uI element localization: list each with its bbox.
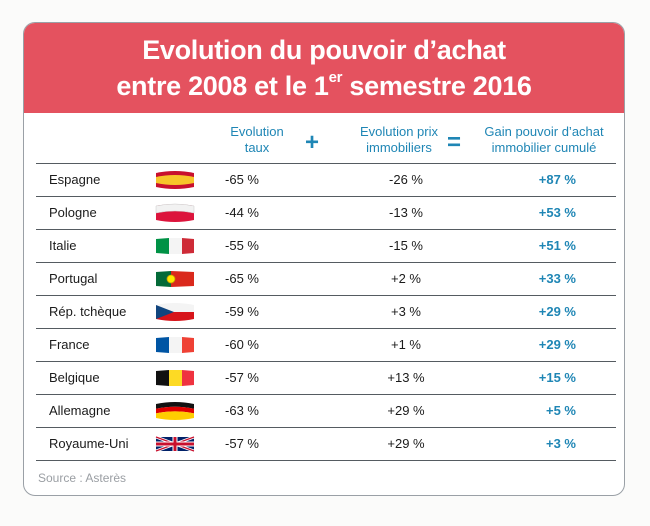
table-row: Belgique -57 % +13 % +15 % xyxy=(36,362,616,395)
country-label: Espagne xyxy=(49,172,101,187)
evolution-taux-value: -65 % xyxy=(225,271,259,286)
table-row: Rép. tchèque -59 % +3 % +29 % xyxy=(36,296,616,329)
country-label: France xyxy=(49,337,90,352)
country-label: Belgique xyxy=(49,370,100,385)
gain-value: +51 % xyxy=(538,238,576,253)
evolution-taux-value: -60 % xyxy=(225,337,259,352)
table-row: Italie -55 % -15 % +51 % xyxy=(36,230,616,263)
evolution-prix-value: -13 % xyxy=(389,205,423,220)
evolution-prix-value: +29 % xyxy=(387,436,425,451)
country-label: Rép. tchèque xyxy=(49,304,127,319)
table-row: Portugal -65 % +2 % +33 % xyxy=(36,263,616,296)
gain-value: +29 % xyxy=(538,337,576,352)
evolution-taux-value: -63 % xyxy=(225,403,259,418)
country-label: Royaume-Uni xyxy=(49,436,129,451)
table-row: Pologne -44 % -13 % +53 % xyxy=(36,197,616,230)
france-flag-icon xyxy=(154,335,196,355)
evolution-prix-value: +29 % xyxy=(387,403,425,418)
evolution-taux-value: -57 % xyxy=(225,370,259,385)
evolution-prix-value: -26 % xyxy=(389,172,423,187)
title-line-2: entre 2008 et le 1er semestre 2016 xyxy=(116,69,532,101)
table-row: Espagne -65 % -26 % +87 % xyxy=(36,163,616,197)
header-evolution-prix: Evolution prix immobiliers xyxy=(359,124,439,155)
poland-flag-icon xyxy=(154,203,196,223)
country-label: Italie xyxy=(49,238,77,253)
evolution-prix-value: +3 % xyxy=(391,304,421,319)
evolution-taux-value: -65 % xyxy=(225,172,259,187)
evolution-taux-value: -44 % xyxy=(225,205,259,220)
title-banner: Evolution du pouvoir d’achat entre 2008 … xyxy=(24,23,624,113)
uk-flag-icon xyxy=(154,434,196,454)
gain-value: +33 % xyxy=(538,271,576,286)
evolution-taux-value: -59 % xyxy=(225,304,259,319)
equals-operator: = xyxy=(447,129,462,156)
gain-value: +15 % xyxy=(538,370,576,385)
header-evolution-taux: Evolution taux xyxy=(230,124,284,155)
table-row: Royaume-Uni -57 % +29 % +3 % xyxy=(36,428,616,461)
spain-flag-icon xyxy=(154,170,196,190)
table-card: Evolution du pouvoir d’achat entre 2008 … xyxy=(23,22,625,496)
evolution-taux-value: -55 % xyxy=(225,238,259,253)
data-table: Espagne -65 % -26 % +87 % Pologne -44 % … xyxy=(36,163,616,461)
header-gain-pouvoir: Gain pouvoir d’achat immobilier cumulé xyxy=(484,124,604,155)
gain-value: +53 % xyxy=(538,205,576,220)
gain-value: +5 % xyxy=(546,403,576,418)
czech-flag-icon xyxy=(154,302,196,322)
evolution-prix-value: +1 % xyxy=(391,337,421,352)
germany-flag-icon xyxy=(154,401,196,421)
country-label: Portugal xyxy=(49,271,98,286)
table-row: Allemagne -63 % +29 % +5 % xyxy=(36,395,616,428)
evolution-prix-value: +2 % xyxy=(391,271,421,286)
italy-flag-icon xyxy=(154,236,196,256)
evolution-prix-value: -15 % xyxy=(389,238,423,253)
gain-value: +29 % xyxy=(538,304,576,319)
country-label: Pologne xyxy=(49,205,97,220)
plus-operator: + xyxy=(305,129,320,156)
title-line-1: Evolution du pouvoir d’achat xyxy=(142,35,506,65)
table-row: France -60 % +1 % +29 % xyxy=(36,329,616,362)
gain-value: +87 % xyxy=(538,172,576,187)
gain-value: +3 % xyxy=(546,436,576,451)
belgium-flag-icon xyxy=(154,368,196,388)
portugal-flag-icon xyxy=(154,269,196,289)
evolution-prix-value: +13 % xyxy=(387,370,425,385)
evolution-taux-value: -57 % xyxy=(225,436,259,451)
source-note: Source : Asterès xyxy=(38,471,127,485)
country-label: Allemagne xyxy=(49,403,111,418)
